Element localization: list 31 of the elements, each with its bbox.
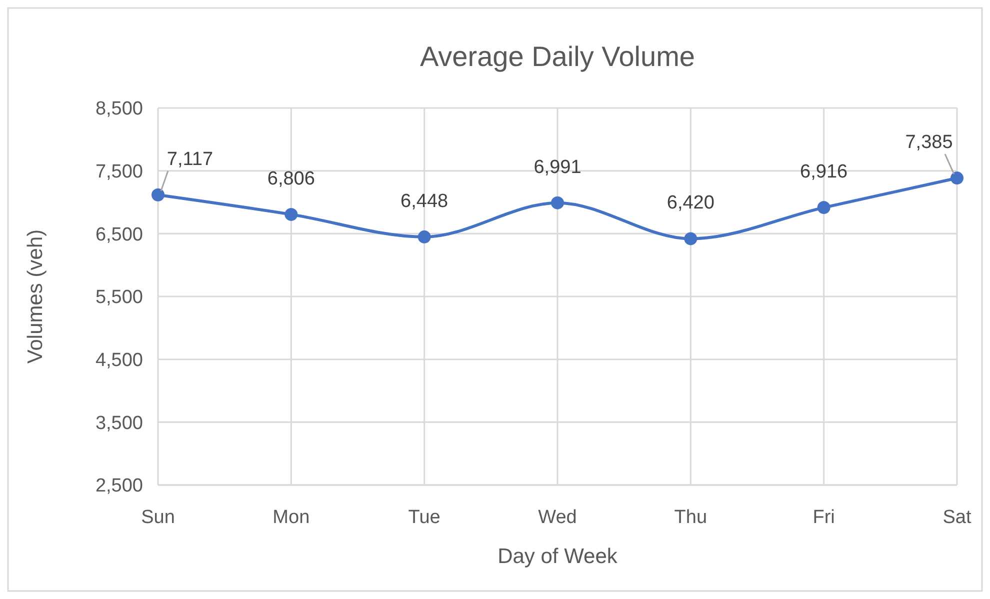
point: [684, 232, 698, 246]
point: [284, 208, 298, 221]
data-label: 6,448: [400, 190, 448, 212]
point: [418, 230, 431, 244]
data-label: 6,420: [666, 192, 714, 214]
x-tick-label: Tue: [408, 507, 440, 528]
y-tick-label: 5,500: [95, 287, 143, 308]
x-axis-title: Day of Week: [498, 545, 618, 568]
point: [551, 196, 564, 210]
x-tick-label: Wed: [538, 507, 577, 528]
x-tick-label: Sat: [942, 507, 972, 528]
data-label: 7,385: [905, 132, 953, 154]
data-label: 6,991: [534, 156, 582, 178]
y-tick-label: 3,500: [95, 412, 143, 434]
y-tick-label: 6,500: [95, 224, 143, 246]
x-tick-label: Fri: [812, 507, 835, 528]
data-label: 6,916: [800, 162, 848, 183]
data-label: 6,806: [267, 168, 315, 190]
x-tick-label: Mon: [272, 507, 310, 528]
y-tick-label: 8,500: [95, 98, 143, 120]
point: [817, 201, 830, 214]
chart-title: Average Daily Volume: [420, 41, 695, 72]
point: [152, 188, 164, 202]
y-tick-label: 2,500: [95, 476, 143, 497]
y-tick-label: 7,500: [95, 161, 143, 182]
x-tick-label: Thu: [674, 507, 708, 528]
x-tick-label: Sun: [141, 507, 175, 528]
y-axis-title: Volumes (veh): [24, 229, 47, 364]
data-label: 7,117: [166, 148, 214, 170]
y-tick-label: 4,500: [95, 350, 143, 371]
point: [950, 172, 964, 185]
